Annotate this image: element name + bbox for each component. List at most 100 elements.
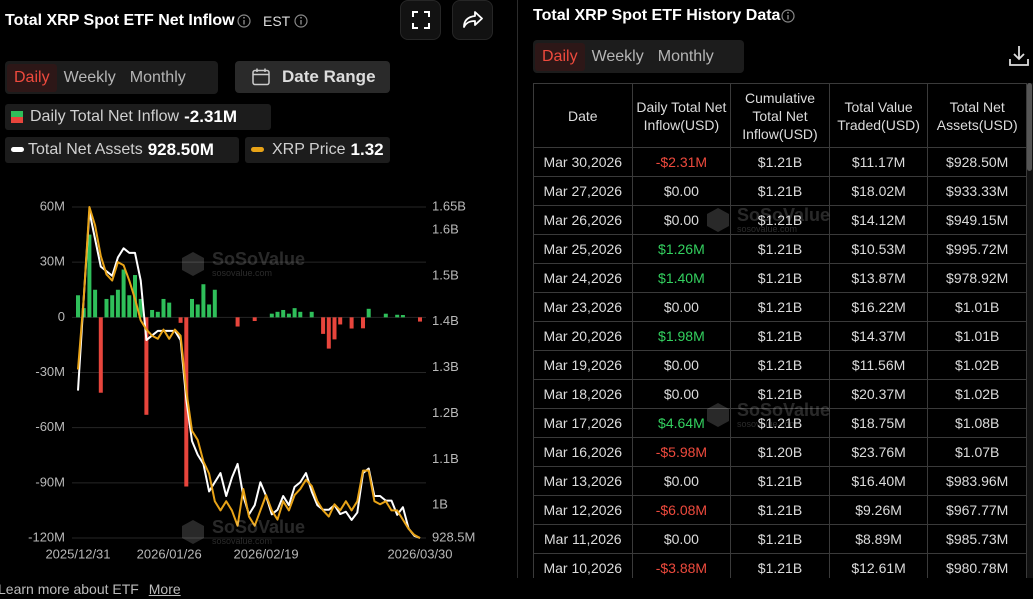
y2-tick-label: 1B — [432, 497, 448, 512]
table-cell: $8.89M — [828, 524, 929, 554]
legend-item[interactable]: XRP Price 1.32 — [245, 137, 390, 163]
table-cell: -$5.98M — [631, 437, 732, 467]
bar — [309, 311, 314, 318]
tab[interactable]: Monthly — [129, 68, 186, 86]
table-row: Mar 23,2026 $0.00 $1.21B $16.22M $1.01B — [533, 292, 1027, 322]
y-tick-label: -60M — [35, 419, 65, 434]
tab[interactable]: Weekly — [63, 68, 116, 86]
bar — [155, 311, 160, 318]
table-row: Mar 17,2026 $4.64M $1.21B $18.75M $1.08B — [533, 408, 1027, 438]
table-cell: $1.21B — [730, 205, 830, 235]
legend-icon — [11, 111, 23, 123]
table-cell: $1.98M — [631, 321, 732, 351]
table-cell: $1.21B — [730, 147, 830, 177]
table-cell: -$2.31M — [631, 147, 732, 177]
y2-tick-label: 1.2B — [432, 405, 459, 420]
history-table: Date Daily Total Net Inflow(USD) Cumulativ… — [533, 83, 1027, 578]
legend-item[interactable]: Daily Total Net Inflow -2.31M — [5, 104, 271, 130]
table-cell: $14.37M — [828, 321, 929, 351]
table-row: Mar 20,2026 $1.98M $1.21B $14.37M $1.01B — [533, 321, 1027, 351]
table-cell: $16.40M — [828, 466, 929, 496]
history-period-tabs: Daily Weekly Monthly — [533, 40, 744, 73]
info-icon[interactable] — [781, 9, 795, 23]
table-cell: Mar 16,2026 — [533, 437, 633, 467]
fullscreen-button[interactable] — [400, 0, 441, 40]
table-row: Mar 27,2026 $0.00 $1.21B $18.02M $933.33M — [533, 176, 1027, 206]
bar — [275, 311, 280, 318]
table-row: Mar 11,2026 $0.00 $1.21B $8.89M $985.73M — [533, 524, 1027, 554]
y2-tick-label: 1.6B — [432, 221, 459, 236]
bar — [286, 313, 291, 318]
scrollbar[interactable] — [1027, 83, 1033, 578]
legend-icon-part — [251, 147, 264, 152]
table-cell: $14.12M — [828, 205, 929, 235]
table-body: Mar 30,2026 -$2.31M $1.21B $11.17M $928.50M M… — [533, 147, 1027, 578]
table-row: Mar 26,2026 $0.00 $1.21B $14.12M $949.15M — [533, 205, 1027, 235]
tab[interactable]: Monthly — [657, 47, 714, 65]
table-cell: $1.21B — [730, 176, 830, 206]
download-button[interactable] — [1008, 44, 1030, 68]
table-row: Mar 30,2026 -$2.31M $1.21B $11.17M $928.50M — [533, 147, 1027, 177]
table-row: Mar 16,2026 -$5.98M $1.20B $23.76M $1.07B — [533, 437, 1027, 467]
bar — [76, 295, 80, 318]
table-row: Mar 10,2026 -$3.88M $1.21B $12.61M $980.78M — [533, 553, 1027, 578]
table-cell: $1.21B — [730, 379, 830, 409]
table-cell: $20.37M — [828, 379, 929, 409]
info-icon[interactable] — [294, 14, 308, 28]
table-cell: $983.96M — [927, 466, 1027, 496]
table-row: Mar 12,2026 -$6.08M $1.21B $9.26M $967.77M — [533, 495, 1027, 525]
net-inflow-chart: 60M 30M 0 -30M -60M -90M -120M 1.65B 1.6B 1.5B 1.4… — [28, 198, 475, 561]
date-range-label: Date Range — [282, 67, 376, 86]
table-cell: $1.21B — [730, 553, 830, 578]
bar — [235, 317, 240, 327]
bar — [207, 304, 212, 318]
legend-label: XRP Price — [272, 141, 346, 158]
tab[interactable]: Daily — [7, 63, 57, 92]
history-title: Total XRP Spot ETF History Data — [533, 7, 781, 24]
table-cell: $0.00 — [631, 176, 732, 206]
bar — [178, 317, 183, 323]
footer: Learn more about ETF More — [0, 581, 181, 597]
table-cell: $1.21B — [730, 495, 830, 525]
bar — [115, 289, 120, 318]
date-range-button[interactable]: Date Range — [235, 61, 390, 93]
bar — [144, 317, 149, 415]
legend-label: Daily Total Net Inflow — [30, 108, 180, 125]
share-button[interactable] — [452, 0, 493, 40]
y-tick-label: 60M — [40, 198, 65, 213]
bar — [383, 313, 388, 318]
table-cell: $933.33M — [927, 176, 1027, 206]
timezone: EST — [263, 13, 291, 29]
info-icon[interactable] — [237, 14, 251, 28]
table-cell: $967.77M — [927, 495, 1027, 525]
legend-icon-part — [11, 111, 23, 117]
legend-icon-part — [11, 147, 24, 152]
footer-link[interactable]: More — [148, 581, 181, 597]
scrollbar-thumb[interactable] — [1027, 83, 1032, 171]
table-cell: $10.53M — [828, 234, 929, 264]
table-cell: Mar 17,2026 — [533, 408, 633, 438]
y-tick-label: -90M — [35, 474, 65, 489]
legend-label: Total Net Assets — [28, 141, 143, 158]
table-cell: $1.01B — [927, 321, 1027, 351]
column-header: Total Value Traded(USD) — [828, 83, 929, 148]
legend-icon-part — [11, 117, 23, 123]
table-cell: $1.21B — [730, 524, 830, 554]
legend-item[interactable]: Total Net Assets 928.50M — [5, 137, 239, 163]
table-cell: $1.20B — [730, 437, 830, 467]
table-cell: $23.76M — [828, 437, 929, 467]
bar — [298, 311, 303, 318]
table-header-row: Date Daily Total Net Inflow(USD) Cumulativ… — [533, 83, 1027, 148]
fullscreen-icon — [411, 11, 430, 29]
column-header: Daily Total Net Inflow(USD) — [631, 83, 732, 148]
tab[interactable]: Weekly — [591, 47, 644, 65]
tab[interactable]: Daily — [535, 42, 585, 71]
table-cell: Mar 30,2026 — [533, 147, 633, 177]
bar — [321, 317, 326, 334]
table-row: Mar 25,2026 $1.26M $1.21B $10.53M $995.72M — [533, 234, 1027, 264]
table-cell: $949.15M — [927, 205, 1027, 235]
table-cell: Mar 20,2026 — [533, 321, 633, 351]
y2-tick-label: 1.3B — [432, 359, 459, 374]
bar — [252, 317, 257, 322]
table-cell: $11.17M — [828, 147, 929, 177]
